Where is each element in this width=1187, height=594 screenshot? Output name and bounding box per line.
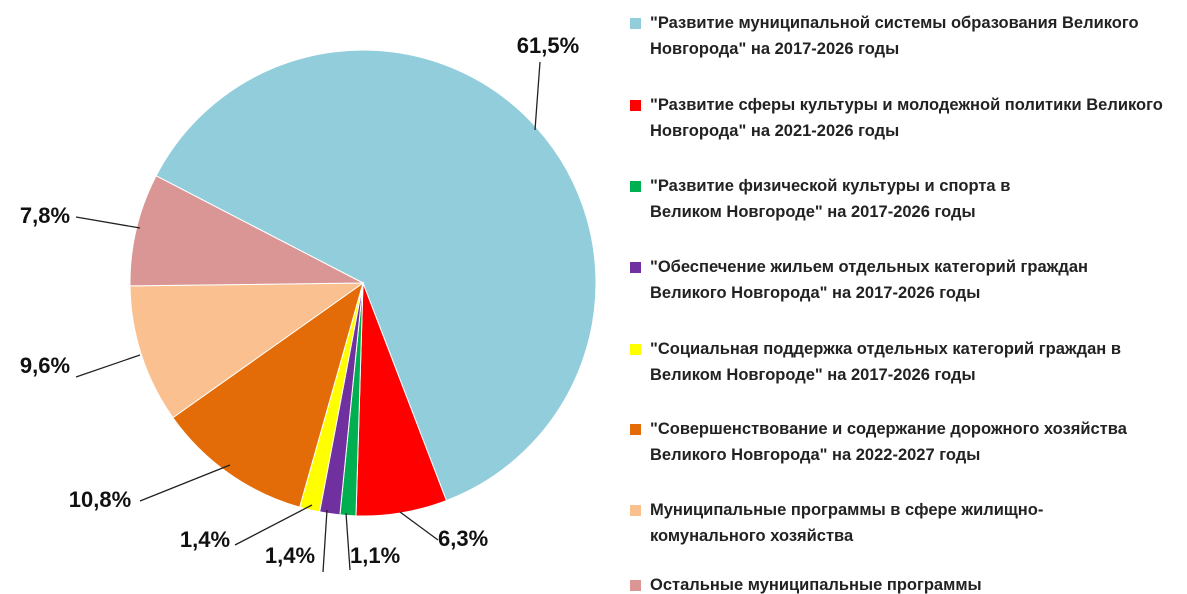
leader-line: [75, 354, 141, 378]
pie-slice: [155, 49, 597, 502]
legend-label: "Развитие сферы культуры и молодежной по…: [650, 96, 1163, 140]
legend-swatch: [630, 505, 641, 516]
legend-label: "Развитие муниципальной системы образова…: [650, 14, 1139, 58]
leader-line: [399, 511, 439, 541]
data-label: 10,8%: [69, 487, 131, 512]
legend-label: "Социальная поддержка отдельных категори…: [650, 340, 1121, 384]
pie-slice: [172, 281, 364, 508]
legend-label: "Развитие физической культуры и спорта в…: [650, 177, 1011, 221]
leader-line: [322, 509, 328, 573]
data-label: 9,6%: [20, 353, 70, 378]
leader-line: [534, 61, 541, 131]
pie-slice: [129, 175, 364, 287]
leader-line: [345, 512, 351, 571]
data-label: 1,4%: [180, 527, 230, 552]
legend-label: Остальные муниципальные программы: [650, 576, 982, 594]
pie-slice: [129, 282, 365, 419]
legend-label: "Обеспечение жильем отдельных категорий …: [650, 258, 1088, 302]
data-label: 1,4%: [265, 543, 315, 568]
legend-swatch: [630, 424, 641, 435]
leader-line: [139, 464, 231, 502]
data-label: 7,8%: [20, 203, 70, 228]
data-label: 61,5%: [517, 33, 579, 58]
legend-swatch: [630, 262, 641, 273]
legend-label: Муниципальные программы в сфере жилищно-…: [650, 501, 1044, 545]
leader-line: [75, 216, 141, 229]
data-label: 6,3%: [438, 526, 488, 551]
legend-swatch: [630, 100, 641, 111]
legend-swatch: [630, 580, 641, 591]
leader-line: [234, 504, 313, 546]
legend-swatch: [630, 344, 641, 355]
pie-area: 61,5% 6,3% 1,1% 1,4% 1,4% 10,8% 9,6% 7,8%: [20, 33, 597, 573]
legend-swatch: [630, 18, 641, 29]
data-label: 1,1%: [350, 543, 400, 568]
legend-label: "Совершенствование и содержание дорожног…: [650, 420, 1127, 464]
legend-swatch: [630, 181, 641, 192]
